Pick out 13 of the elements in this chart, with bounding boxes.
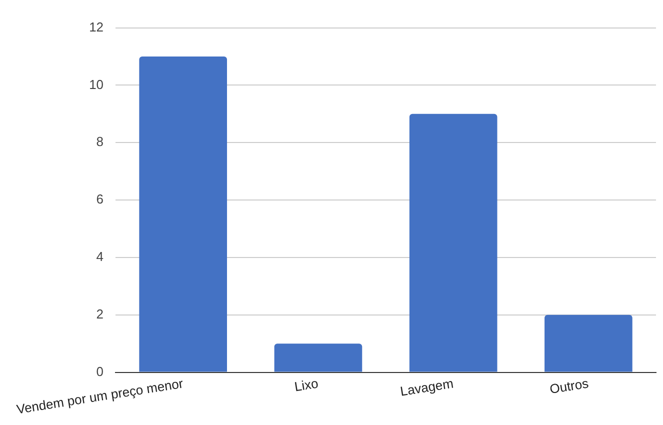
- x-tick-label: Lavagem: [399, 376, 454, 399]
- bar: [274, 344, 362, 372]
- y-tick-label: 10: [89, 76, 104, 92]
- y-tick-label: 6: [96, 192, 104, 207]
- y-tick-label: 4: [96, 249, 104, 264]
- x-tick-label: Lixo: [293, 376, 320, 394]
- x-tick-label: Outros: [548, 376, 590, 397]
- y-tick-label: 8: [96, 134, 104, 150]
- bar: [409, 114, 498, 372]
- bar: [544, 314, 632, 372]
- y-tick-label: 12: [89, 19, 104, 34]
- bar: [139, 56, 228, 372]
- y-tick-label: 2: [96, 306, 104, 322]
